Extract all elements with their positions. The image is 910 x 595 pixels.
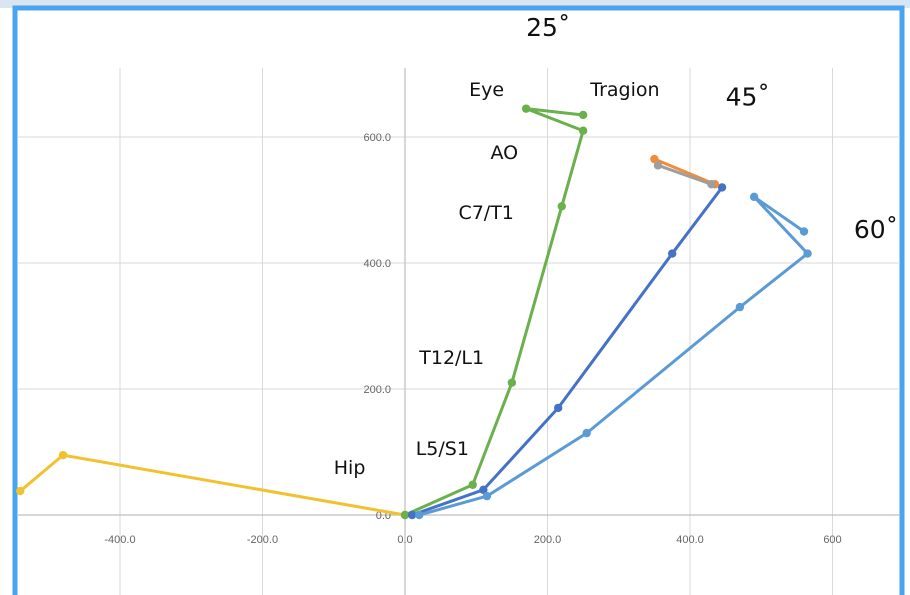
series-1	[400, 104, 588, 520]
landmark-label: T12/L1	[418, 347, 484, 369]
data-point	[749, 192, 759, 202]
landmark-label: AO	[491, 142, 519, 164]
data-point	[507, 378, 517, 387]
x-tick-label: 0.0	[397, 534, 412, 546]
series-5	[415, 192, 812, 520]
gridlines	[18, 68, 900, 595]
axes	[18, 68, 900, 595]
series-4	[653, 161, 716, 189]
x-tick-label: 200.0	[534, 534, 562, 546]
data-point	[521, 104, 531, 113]
data-point	[400, 510, 410, 520]
angle-annotation: 60˚	[854, 215, 898, 244]
landmark-label: C7/T1	[458, 202, 513, 224]
tick-labels: -400.0 -200.0 0.0 200.0 400.0 6000.0200.0400.…	[104, 132, 841, 546]
y-tick-label: 600.0	[363, 132, 391, 144]
annotation-group: 25˚ 45˚ 60˚ Eye Tragion AO C7/T1 T12/L1 L5/S1 Hip	[334, 13, 898, 479]
data-point	[16, 486, 25, 496]
data-point	[578, 110, 588, 120]
landmark-label: L5/S1	[416, 438, 469, 460]
series-line	[652, 157, 717, 186]
data-point	[717, 183, 727, 192]
data-point	[482, 491, 492, 501]
x-tick-label: -400.0	[104, 534, 135, 546]
y-tick-label: 400.0	[363, 258, 391, 270]
data-point	[468, 480, 477, 489]
top-strip	[0, 0, 910, 8]
x-tick-label: -200.0	[247, 534, 278, 546]
series-line	[656, 163, 713, 186]
landmark-label: Tragion	[589, 79, 659, 101]
x-tick-label: 600	[823, 534, 841, 546]
angle-annotation: 25˚	[526, 13, 570, 42]
data-point	[479, 485, 488, 494]
data-point	[803, 249, 812, 258]
data-point	[553, 403, 563, 413]
x-tick-label: 400.0	[676, 534, 704, 546]
data-point	[58, 450, 68, 460]
series-2	[407, 183, 727, 520]
data-point	[707, 180, 716, 189]
data-point	[578, 126, 588, 135]
data-point	[799, 227, 809, 236]
data-point	[735, 302, 745, 312]
data-point	[407, 510, 417, 520]
data-point	[667, 249, 677, 258]
data-point	[557, 202, 566, 211]
data-point	[653, 161, 663, 170]
series-group	[16, 104, 812, 520]
data-point	[415, 510, 424, 520]
landmark-label: Eye	[469, 79, 504, 101]
data-point	[650, 154, 659, 164]
angle-annotation: 45˚	[726, 83, 770, 112]
landmark-label: Hip	[334, 457, 366, 479]
y-tick-label: 200.0	[363, 384, 391, 396]
data-point	[582, 428, 591, 438]
